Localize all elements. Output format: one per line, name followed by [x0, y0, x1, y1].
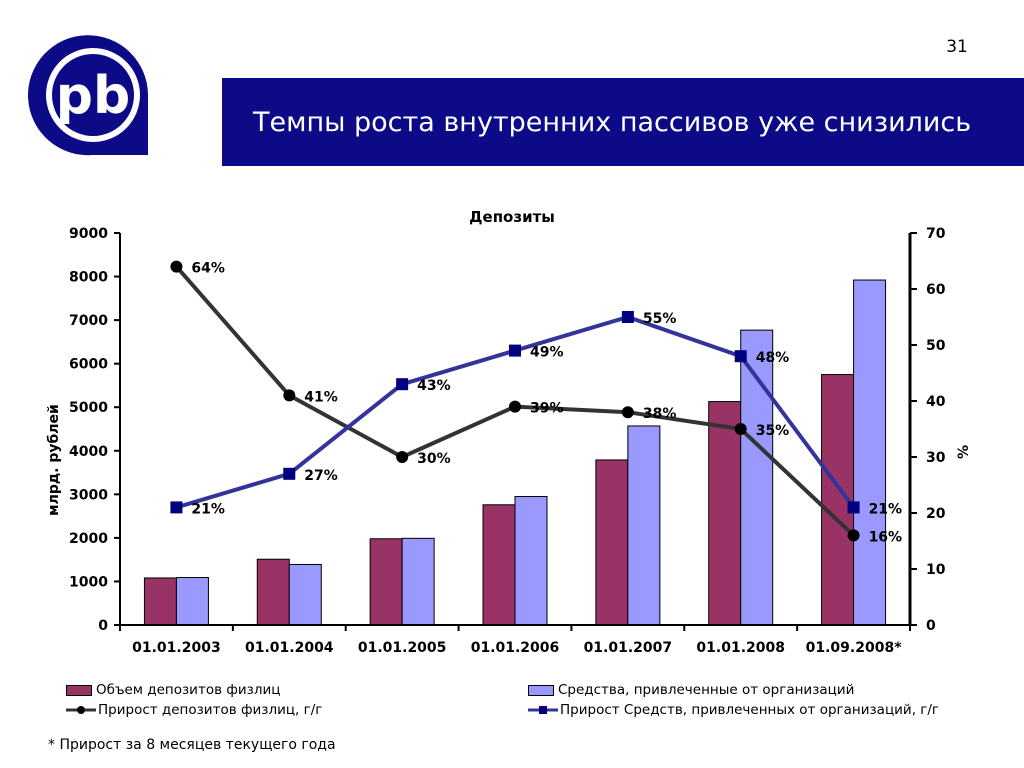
point-growth-organizations-4 — [621, 311, 634, 323]
bar-deposits-individuals-4 — [595, 459, 629, 626]
y-right-tick-label-10: 10 — [926, 562, 946, 578]
point-growth-organizations-6 — [847, 501, 860, 514]
bar-deposits-individuals-3 — [482, 504, 516, 626]
x-tick-label-4: 01.01.2007 — [584, 640, 673, 656]
point-growth-organizations-5 — [734, 350, 747, 363]
x-tick-label-0: 01.01.2003 — [132, 640, 221, 656]
bar-deposits-individuals-2 — [369, 538, 403, 626]
point-growth-organizations-0 — [170, 501, 183, 514]
y-right-tick-label-60: 60 — [926, 282, 946, 298]
data-label-growth-organizations-5: 48% — [756, 350, 790, 366]
bar-deposits-individuals-1 — [256, 558, 290, 626]
legend-item-growth-organizations: Прирост Средств, привлеченных от организ… — [528, 700, 939, 720]
y-axis-left-label: млрд. рублей — [46, 404, 62, 516]
point-growth-organizations-3 — [509, 344, 521, 357]
deposits-chart: Депозиты 0 1000 2000 3000 4000 5000 6000 7000 800… — [46, 208, 972, 656]
chart-title: Депозиты — [469, 208, 555, 226]
point-growth-individuals-5 — [734, 423, 747, 435]
bar-funds-organizations-3 — [514, 496, 548, 626]
y-left-tick-label-7000: 7000 — [69, 313, 108, 329]
legend-swatch-funds-organizations — [528, 684, 554, 696]
data-label-growth-organizations-6: 21% — [869, 501, 903, 517]
point-growth-individuals-1 — [283, 389, 296, 402]
y-left-tick-label-9000: 9000 — [69, 226, 108, 242]
legend-label-deposits-individuals: Объем депозитов физлиц — [96, 682, 281, 698]
x-tick-label-6: 01.09.2008* — [806, 640, 903, 656]
footnote: * Прирост за 8 месяцев текущего года — [48, 737, 336, 753]
point-growth-organizations-1 — [283, 467, 296, 480]
data-label-growth-organizations-2: 43% — [417, 378, 451, 394]
bar-deposits-individuals-0 — [143, 577, 177, 626]
point-growth-individuals-0 — [170, 260, 183, 273]
bar-funds-organizations-4 — [627, 425, 661, 626]
y-right-tick-label-70: 70 — [926, 226, 946, 242]
legend-label-growth-individuals: Прирост депозитов физлиц, г/г — [98, 702, 323, 718]
point-growth-individuals-2 — [396, 451, 409, 463]
legend-swatch-deposits-individuals — [66, 684, 92, 696]
data-label-growth-individuals-1: 41% — [304, 389, 338, 405]
x-tick-label-1: 01.01.2004 — [245, 640, 334, 656]
circle-marker-icon — [66, 706, 96, 714]
y-left-tick-label-2000: 2000 — [69, 531, 108, 547]
data-label-growth-individuals-4: 38% — [643, 406, 677, 422]
bar-funds-organizations-6 — [853, 279, 887, 626]
bar-funds-organizations-0 — [175, 577, 209, 626]
y-right-tick-label-40: 40 — [926, 394, 946, 410]
data-label-growth-organizations-4: 55% — [643, 311, 677, 327]
point-growth-organizations-2 — [396, 378, 409, 391]
y-left-tick-label-6000: 6000 — [69, 357, 108, 373]
data-label-growth-individuals-6: 16% — [869, 529, 903, 545]
data-label-growth-organizations-0: 21% — [191, 501, 225, 517]
point-growth-individuals-4 — [621, 406, 634, 419]
legend-item-growth-individuals: Прирост депозитов физлиц, г/г — [66, 700, 322, 720]
y-axis-right-label: % — [956, 445, 972, 459]
y-left-tick-label-3000: 3000 — [69, 487, 108, 503]
legend-label-growth-organizations: Прирост Средств, привлеченных от организ… — [560, 702, 940, 718]
bar-funds-organizations-2 — [401, 537, 435, 626]
legend-label-funds-organizations: Средства, привлеченные от организаций — [558, 682, 855, 698]
y-left-tick-label-1000: 1000 — [69, 574, 108, 590]
x-tick-label-5: 01.01.2008 — [696, 640, 785, 656]
bank-logo: pb — [18, 20, 168, 170]
bank-logo-icon: pb — [28, 35, 149, 160]
bar-deposits-individuals-5 — [708, 401, 742, 626]
point-growth-individuals-6 — [847, 529, 860, 542]
square-marker-icon — [528, 706, 558, 714]
data-label-growth-individuals-0: 64% — [191, 261, 225, 277]
page-number: 31 — [946, 37, 968, 57]
page-title: Темпы роста внутренних пассивов уже сниз… — [253, 106, 972, 138]
data-label-growth-organizations-3: 49% — [530, 345, 564, 361]
x-tick-label-3: 01.01.2006 — [471, 640, 560, 656]
data-label-growth-individuals-2: 30% — [417, 451, 451, 467]
y-left-tick-label-4000: 4000 — [69, 444, 108, 460]
y-right-tick-label-30: 30 — [926, 450, 946, 466]
legend-item-funds-organizations: Средства, привлеченные от организаций — [528, 680, 854, 700]
y-right-tick-label-0: 0 — [926, 618, 936, 634]
y-left-tick-label-0: 0 — [98, 618, 108, 634]
y-left-tick-label-5000: 5000 — [69, 400, 108, 416]
legend-item-deposits-individuals: Объем депозитов физлиц — [66, 680, 280, 700]
bar-funds-organizations-1 — [288, 563, 322, 626]
title-banner: Темпы роста внутренних пассивов уже сниз… — [222, 78, 1024, 166]
y-right-tick-label-50: 50 — [926, 338, 946, 354]
data-label-growth-individuals-5: 35% — [756, 423, 790, 439]
data-label-growth-organizations-1: 27% — [304, 468, 338, 484]
data-label-growth-individuals-3: 39% — [530, 401, 564, 417]
chart-legend: Объем депозитов физлиц Средства, привлеч… — [66, 680, 1006, 724]
y-right-tick-label-20: 20 — [926, 506, 946, 522]
y-left-tick-label-8000: 8000 — [69, 270, 108, 286]
logo-text: pb — [56, 66, 130, 126]
page-number-box: 31 — [932, 33, 982, 61]
x-tick-label-2: 01.01.2005 — [358, 640, 447, 656]
point-growth-individuals-3 — [509, 400, 521, 413]
